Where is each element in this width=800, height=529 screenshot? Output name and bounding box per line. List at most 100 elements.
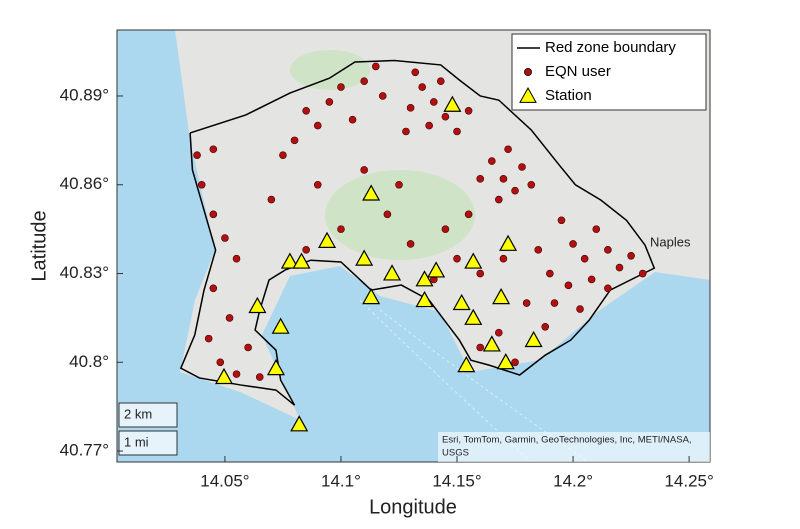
y-tick-label: 40.8° [69, 352, 109, 371]
user-point [337, 225, 345, 233]
user-point [499, 175, 508, 183]
user-point [453, 127, 461, 136]
station-marker [271, 317, 290, 334]
scale-bar: 2 km 1 mi [118, 402, 178, 456]
y-tick-label: 40.89° [60, 85, 109, 104]
user-point [209, 210, 218, 219]
x-tick-label: 14.25° [664, 471, 713, 490]
user-point [550, 299, 559, 307]
user-point [279, 151, 287, 159]
user-point [494, 328, 503, 337]
user-point [267, 195, 276, 204]
legend: Red zone boundary EQN user Station [511, 33, 707, 111]
station-marker [362, 184, 381, 201]
user-point [541, 322, 550, 331]
user-point [221, 234, 229, 242]
station-marker [452, 293, 471, 311]
user-point [534, 246, 543, 254]
user-point [313, 180, 322, 189]
boundary-line [179, 59, 656, 406]
station-marker [266, 358, 286, 376]
user-point [216, 358, 225, 367]
legend-label: Red zone boundary [545, 39, 676, 56]
station-marker [496, 353, 515, 370]
legend-label: Station [545, 87, 592, 104]
user-point [232, 370, 241, 378]
x-tick-label: 14.2° [553, 471, 593, 490]
y-axis-label: Latitude [28, 210, 50, 281]
user-point [209, 284, 218, 293]
user-point [378, 92, 387, 100]
user-point [302, 106, 310, 115]
user-point [290, 136, 299, 145]
station-marker [457, 356, 476, 373]
station-marker [355, 249, 374, 266]
user-point [232, 254, 241, 263]
user-point [209, 145, 218, 154]
station-marker [292, 252, 311, 269]
attribution: Esri, TomTom, Garmin, GeoTechnologies, I… [442, 435, 692, 446]
legend-label: EQN user [545, 63, 611, 80]
attribution-box [438, 432, 710, 462]
station-marker [524, 330, 543, 348]
user-point [204, 334, 213, 343]
user-point [430, 98, 438, 106]
user-point [406, 240, 415, 248]
user-point [476, 269, 485, 278]
user-point [255, 373, 264, 381]
user-point [627, 251, 635, 260]
x-axis-label: Longitude [369, 496, 457, 518]
user-point [425, 121, 433, 130]
user-point [488, 157, 496, 165]
station-marker [415, 290, 434, 308]
user-point [587, 275, 596, 284]
station-marker [464, 308, 483, 325]
user-point [395, 180, 403, 189]
user-point [464, 210, 473, 219]
scale-label: 2 km [124, 406, 152, 421]
station-marker [415, 270, 434, 287]
user-point [197, 180, 206, 189]
user-point [518, 163, 526, 171]
user-point [476, 175, 485, 183]
user-point [418, 83, 427, 91]
user-point [383, 210, 392, 219]
user-point [453, 254, 461, 263]
user-point [546, 269, 554, 278]
attribution: USGS [442, 448, 469, 459]
legend-swatch [524, 68, 532, 76]
user-point [348, 115, 357, 124]
user-point [615, 263, 624, 272]
user-point [441, 225, 450, 233]
axes-frame [116, 29, 711, 463]
user-point [527, 180, 536, 189]
station-marker [427, 261, 446, 278]
y-tick-label: 40.77° [60, 441, 109, 460]
station-marker [362, 287, 381, 305]
station-marker [214, 367, 234, 385]
scale-label: 1 mi [124, 434, 149, 449]
user-point [406, 104, 415, 112]
x-tick-label: 14.1° [321, 471, 361, 490]
user-point [511, 358, 519, 367]
station-marker [499, 234, 518, 251]
station-marker [383, 264, 402, 281]
user-point [360, 77, 368, 85]
user-point [244, 343, 252, 352]
user-point [325, 98, 334, 106]
user-point [604, 246, 612, 254]
user-point [592, 225, 601, 233]
user-point [360, 166, 368, 174]
user-point [464, 106, 473, 115]
station-marker [482, 335, 501, 352]
y-tick-label: 40.83° [60, 263, 109, 282]
user-point [580, 254, 589, 263]
user-point [441, 112, 450, 121]
user-point [564, 281, 573, 290]
user-point [499, 254, 508, 263]
station-marker [248, 296, 267, 314]
place-label: Naples [650, 234, 691, 249]
user-point [402, 127, 410, 136]
station-marker [290, 415, 309, 432]
